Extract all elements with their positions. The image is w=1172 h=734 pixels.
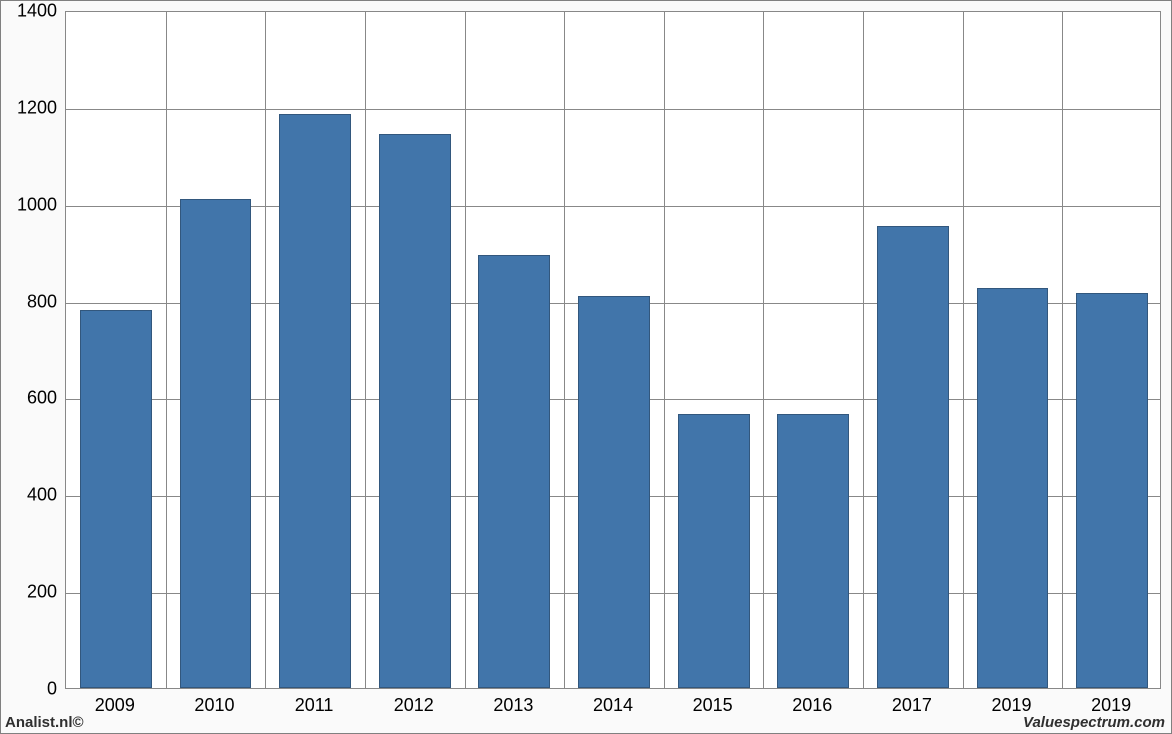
y-tick-label: 1000 xyxy=(7,194,57,215)
bar xyxy=(180,199,252,688)
plot-area xyxy=(65,11,1161,689)
x-tick-label: 2012 xyxy=(394,695,434,716)
bar xyxy=(379,134,451,689)
y-tick-label: 600 xyxy=(7,388,57,409)
x-tick-label: 2017 xyxy=(892,695,932,716)
y-tick-label: 800 xyxy=(7,291,57,312)
bar xyxy=(1076,293,1148,688)
x-tick-label: 2009 xyxy=(95,695,135,716)
x-tick-label: 2015 xyxy=(693,695,733,716)
x-tick-label: 2013 xyxy=(493,695,533,716)
gridline-v xyxy=(963,12,964,688)
y-tick-label: 1200 xyxy=(7,97,57,118)
bar xyxy=(578,296,650,688)
x-tick-label: 2011 xyxy=(295,695,334,716)
x-tick-label: 2014 xyxy=(593,695,633,716)
gridline-v xyxy=(564,12,565,688)
gridline-h xyxy=(66,109,1160,110)
gridline-v xyxy=(265,12,266,688)
footer-left-credit: Analist.nl© xyxy=(5,714,84,731)
y-tick-label: 200 xyxy=(7,582,57,603)
bar xyxy=(877,226,949,688)
gridline-v xyxy=(763,12,764,688)
x-tick-label: 2016 xyxy=(792,695,832,716)
gridline-v xyxy=(365,12,366,688)
gridline-v xyxy=(465,12,466,688)
footer-right-credit: Valuespectrum.com xyxy=(1023,714,1165,731)
x-tick-label: 2010 xyxy=(194,695,234,716)
gridline-v xyxy=(863,12,864,688)
gridline-v xyxy=(664,12,665,688)
chart-container: 0 200 400 600 800 1000 1200 1400 2009 2010 2011 20… xyxy=(0,0,1172,734)
x-tick-label: 2019 xyxy=(992,695,1032,716)
gridline-v xyxy=(166,12,167,688)
bar xyxy=(279,114,351,688)
y-tick-label: 1400 xyxy=(7,1,57,22)
y-tick-label: 0 xyxy=(7,679,57,700)
bar xyxy=(777,414,849,688)
bar xyxy=(478,255,550,688)
bar xyxy=(80,310,152,688)
gridline-v xyxy=(1062,12,1063,688)
bar xyxy=(977,288,1049,688)
bar xyxy=(678,414,750,688)
y-tick-label: 400 xyxy=(7,485,57,506)
x-tick-label: 2019 xyxy=(1091,695,1131,716)
